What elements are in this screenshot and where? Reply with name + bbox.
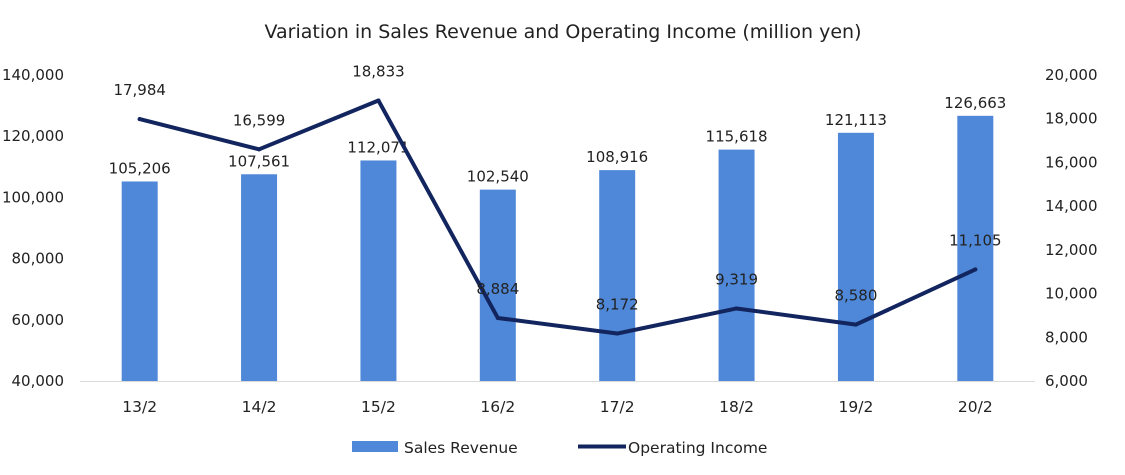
line-point-operating-income — [495, 315, 500, 320]
bar-sales-revenue — [718, 149, 755, 381]
bar-data-label: 115,618 — [706, 128, 768, 146]
line-point-operating-income — [734, 306, 739, 311]
x-axis-category-label: 20/2 — [958, 398, 993, 416]
bar-data-label: 105,206 — [109, 159, 171, 177]
x-axis-category-label: 15/2 — [361, 398, 396, 416]
bars-sales-revenue — [121, 115, 994, 381]
bar-sales-revenue — [837, 132, 874, 381]
bar-sales-revenue — [360, 160, 397, 381]
bar-data-label: 121,113 — [825, 111, 887, 129]
right-axis-tick-label: 6,000 — [1045, 372, 1088, 390]
line-data-label: 16,599 — [233, 111, 286, 129]
bar-sales-revenue — [241, 174, 278, 381]
bar-data-label: 112,071 — [347, 138, 409, 156]
right-axis-tick-label: 20,000 — [1045, 66, 1098, 84]
x-axis-category-label: 17/2 — [600, 398, 635, 416]
left-axis-tick-label: 100,000 — [2, 188, 64, 206]
bar-sales-revenue — [599, 170, 636, 381]
line-point-operating-income — [137, 117, 142, 122]
bar-data-label: 126,663 — [944, 94, 1006, 112]
x-axis-category-label: 14/2 — [242, 398, 277, 416]
bar-data-labels: 105,206 107,561 112,071 102,540 108,916 115,6… — [109, 94, 1007, 186]
x-axis-category-label: 13/2 — [122, 398, 157, 416]
line-data-label: 8,884 — [476, 280, 519, 298]
right-axis-tick-label: 12,000 — [1045, 241, 1098, 259]
bar-data-label: 108,916 — [586, 148, 648, 166]
right-axis-tick-label: 10,000 — [1045, 285, 1098, 303]
line-data-labels: 17,984 16,599 18,833 8,884 8,172 9,319 8,580 11… — [113, 63, 1001, 314]
line-operating-income — [137, 98, 978, 336]
legend-swatch-sales-revenue — [352, 441, 398, 452]
bar-data-label: 107,561 — [228, 152, 290, 170]
x-axis-category-labels: 13/2 14/2 15/2 16/2 17/2 18/2 19/2 20/2 — [122, 398, 992, 416]
x-axis-category-label: 18/2 — [719, 398, 754, 416]
line-point-operating-income — [853, 322, 858, 327]
legend-label-operating-income: Operating Income — [628, 439, 767, 457]
x-axis-category-label: 19/2 — [839, 398, 874, 416]
left-axis-tick-label: 140,000 — [2, 66, 64, 84]
line-point-operating-income — [257, 147, 262, 152]
chart-title: Variation in Sales Revenue and Operating… — [265, 21, 862, 43]
line-data-label: 8,172 — [596, 296, 639, 314]
legend: Sales Revenue Operating Income — [352, 439, 767, 457]
line-data-label: 17,984 — [113, 81, 166, 99]
line-data-label: 8,580 — [834, 287, 877, 305]
bar-sales-revenue — [479, 189, 516, 381]
bar-data-label: 102,540 — [467, 168, 529, 186]
right-axis-tick-label: 8,000 — [1045, 328, 1088, 346]
left-axis-tick-label: 60,000 — [12, 311, 65, 329]
line-point-operating-income — [973, 267, 978, 272]
left-axis-tick-label: 40,000 — [12, 372, 65, 390]
line-data-label: 11,105 — [949, 231, 1002, 249]
line-point-operating-income — [376, 98, 381, 103]
right-axis-tick-label: 18,000 — [1045, 110, 1098, 128]
right-axis-tick-label: 16,000 — [1045, 153, 1098, 171]
left-axis-tick-label: 80,000 — [12, 250, 65, 268]
left-axis-ticks: 40,000 60,000 80,000 100,000 120,000 140,000 — [2, 66, 64, 390]
bar-sales-revenue — [957, 115, 994, 381]
line-point-operating-income — [615, 331, 620, 336]
right-axis-ticks: 6,000 8,000 10,000 12,000 14,000 16,000 18,000… — [1045, 66, 1098, 390]
right-axis-tick-label: 14,000 — [1045, 197, 1098, 215]
left-axis-tick-label: 120,000 — [2, 127, 64, 145]
line-operating-income-path — [137, 98, 978, 336]
bar-sales-revenue — [121, 181, 158, 381]
line-data-label: 9,319 — [715, 270, 758, 288]
line-data-label: 18,833 — [352, 63, 405, 81]
x-axis-category-label: 16/2 — [480, 398, 515, 416]
legend-label-sales-revenue: Sales Revenue — [404, 439, 518, 457]
